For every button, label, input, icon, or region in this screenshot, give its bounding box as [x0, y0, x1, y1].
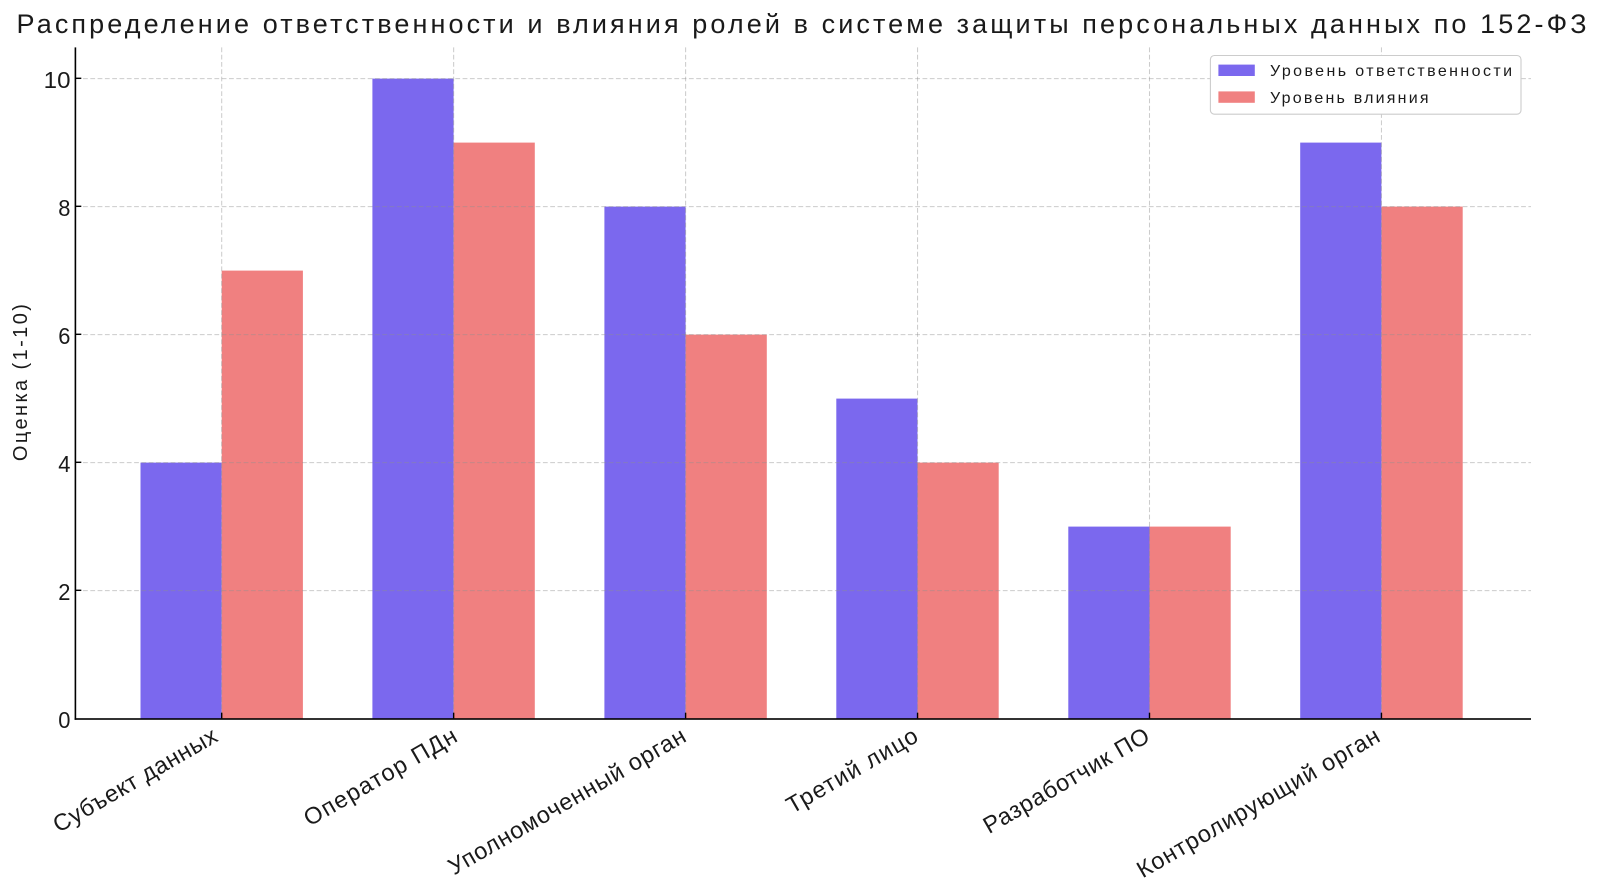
- svg-text:Распределение ответственности: Распределение ответственности и влияния …: [17, 9, 1587, 39]
- svg-text:4: 4: [58, 451, 70, 477]
- svg-text:6: 6: [58, 323, 70, 349]
- svg-text:0: 0: [58, 707, 70, 733]
- svg-text:8: 8: [58, 195, 70, 221]
- svg-text:Уровень влияния: Уровень влияния: [1270, 90, 1429, 107]
- svg-text:10: 10: [44, 67, 71, 93]
- svg-text:Уровень ответственности: Уровень ответственности: [1270, 63, 1512, 80]
- svg-text:Оценка (1-10): Оценка (1-10): [10, 304, 32, 461]
- svg-text:2: 2: [58, 579, 70, 605]
